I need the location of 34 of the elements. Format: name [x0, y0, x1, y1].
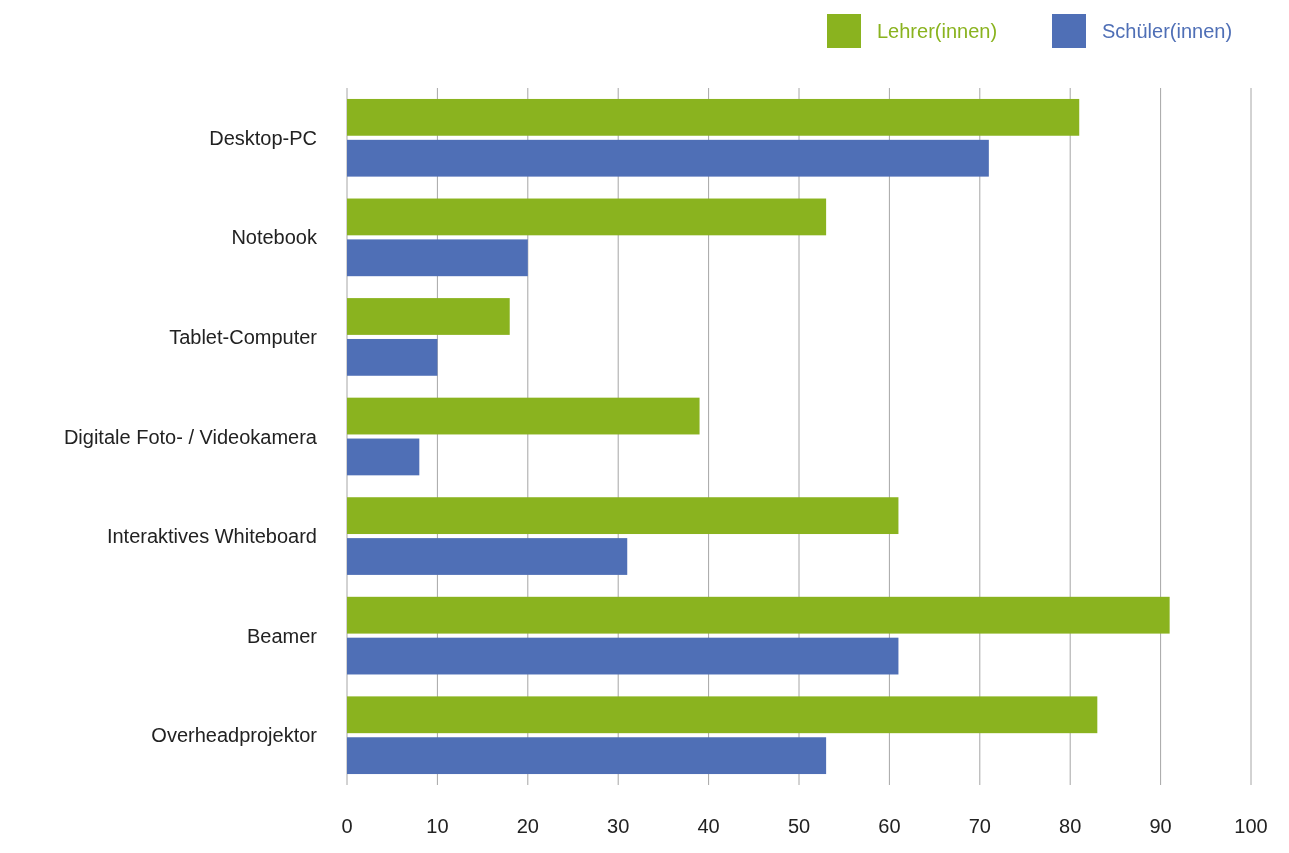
bar — [347, 239, 528, 277]
y-tick-label: Digitale Foto- / Videokamera — [63, 425, 318, 448]
bar — [347, 538, 628, 575]
bar — [347, 737, 827, 775]
x-tick-label: 80 — [1059, 815, 1082, 837]
bar — [347, 338, 438, 376]
x-tick-label: 50 — [787, 815, 811, 837]
y-tick-label: Interaktives Whiteboard — [106, 525, 317, 548]
bar — [347, 596, 1170, 634]
x-tick-label: 70 — [968, 815, 991, 837]
bar — [347, 198, 827, 236]
x-tick-label: 40 — [697, 815, 720, 837]
legend-label: Lehrer(innen) — [877, 20, 998, 42]
x-tick-label: 100 — [1234, 815, 1268, 837]
bar — [347, 397, 700, 435]
bar — [347, 139, 989, 177]
bar — [347, 696, 1098, 734]
bar — [347, 438, 420, 476]
y-tick-label: Overheadprojektor — [151, 724, 318, 747]
bar — [347, 497, 899, 535]
x-tick-label: 20 — [516, 815, 539, 837]
legend-label: Schüler(innen) — [1102, 20, 1233, 42]
bar — [347, 98, 1080, 136]
x-tick-label: 30 — [607, 815, 630, 837]
x-tick-label: 0 — [341, 815, 353, 837]
y-tick-label: Beamer — [246, 624, 318, 647]
y-tick-label: Notebook — [231, 226, 318, 249]
x-tick-label: 90 — [1149, 815, 1172, 837]
bar — [347, 637, 899, 675]
bar — [347, 298, 510, 335]
x-tick-label: 10 — [426, 815, 449, 837]
x-tick-label: 60 — [878, 815, 901, 837]
y-tick-label: Desktop-PC — [209, 126, 317, 149]
y-tick-label: Tablet-Computer — [169, 325, 318, 348]
